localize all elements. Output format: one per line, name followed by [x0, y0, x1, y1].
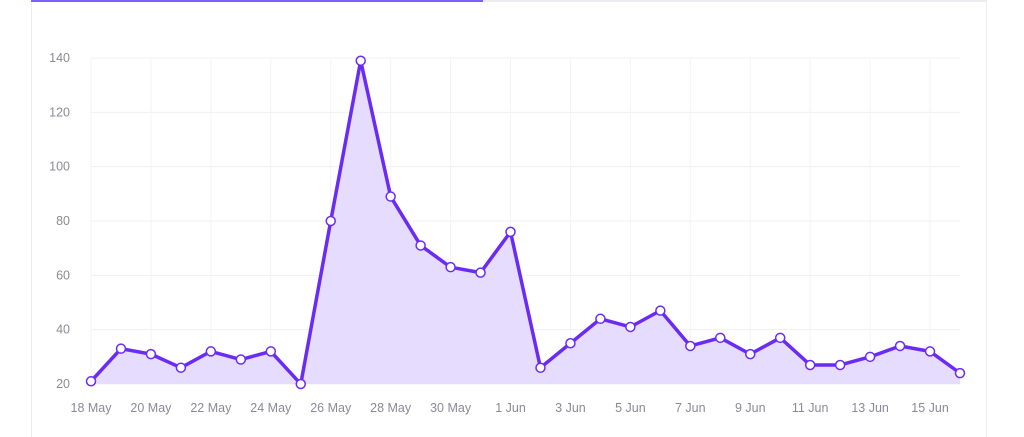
x-tick-label: 1 Jun: [495, 401, 526, 415]
x-tick-label: 11 Jun: [792, 401, 829, 415]
x-tick-label: 20 May: [130, 401, 172, 415]
data-point[interactable]: [505, 226, 516, 238]
data-point[interactable]: [625, 321, 636, 333]
card-top-border: [31, 0, 987, 2]
data-point[interactable]: [145, 348, 157, 360]
data-point[interactable]: [655, 305, 666, 316]
x-tick-label: 5 Jun: [615, 401, 646, 415]
x-tick-label: 9 Jun: [735, 401, 766, 415]
data-points: [85, 55, 966, 390]
data-point[interactable]: [355, 55, 366, 66]
x-tick-label: 24 May: [250, 401, 292, 415]
loading-progress-bar: [31, 0, 484, 2]
data-point[interactable]: [834, 359, 846, 371]
y-axis-ticks: 20 40 60 80 100 120 140: [49, 51, 70, 391]
data-point[interactable]: [175, 362, 187, 373]
y-tick-label: 100: [49, 160, 70, 174]
data-point[interactable]: [864, 351, 876, 363]
x-tick-label: 22 May: [190, 401, 232, 415]
data-point[interactable]: [205, 346, 217, 357]
data-point[interactable]: [595, 313, 606, 325]
data-point[interactable]: [954, 367, 966, 379]
data-point[interactable]: [804, 359, 816, 371]
y-tick-label: 120: [49, 105, 70, 119]
data-point[interactable]: [475, 267, 486, 278]
data-point[interactable]: [265, 346, 277, 357]
x-tick-label: 15 Jun: [911, 401, 949, 415]
x-tick-label: 7 Jun: [675, 401, 706, 415]
y-tick-label: 20: [56, 377, 70, 391]
data-point[interactable]: [715, 332, 726, 344]
data-point[interactable]: [415, 240, 426, 251]
x-tick-label: 18 May: [71, 401, 113, 415]
y-tick-label: 80: [56, 214, 70, 228]
data-point[interactable]: [325, 215, 336, 227]
data-point[interactable]: [774, 332, 786, 344]
data-point[interactable]: [445, 261, 456, 273]
data-point[interactable]: [924, 346, 936, 357]
data-point[interactable]: [535, 362, 546, 373]
y-tick-label: 60: [56, 268, 70, 282]
x-axis-ticks: 18 May 20 May 22 May 24 May 26 May 28 May 30 M…: [71, 401, 949, 415]
data-point[interactable]: [744, 348, 756, 360]
data-point[interactable]: [894, 340, 906, 352]
x-tick-label: 13 Jun: [851, 401, 889, 415]
data-point[interactable]: [295, 378, 307, 390]
x-tick-label: 28 May: [370, 401, 412, 415]
data-point[interactable]: [565, 338, 576, 349]
data-point[interactable]: [85, 376, 97, 387]
x-tick-label: 3 Jun: [555, 401, 586, 415]
data-point[interactable]: [685, 340, 696, 352]
y-tick-label: 140: [49, 51, 70, 65]
x-tick-label: 30 May: [430, 401, 472, 415]
data-point[interactable]: [115, 343, 127, 354]
area-fill: [91, 60, 960, 384]
data-point[interactable]: [385, 191, 396, 202]
y-tick-label: 40: [56, 323, 70, 337]
data-point[interactable]: [235, 354, 247, 365]
x-tick-label: 26 May: [310, 401, 352, 415]
